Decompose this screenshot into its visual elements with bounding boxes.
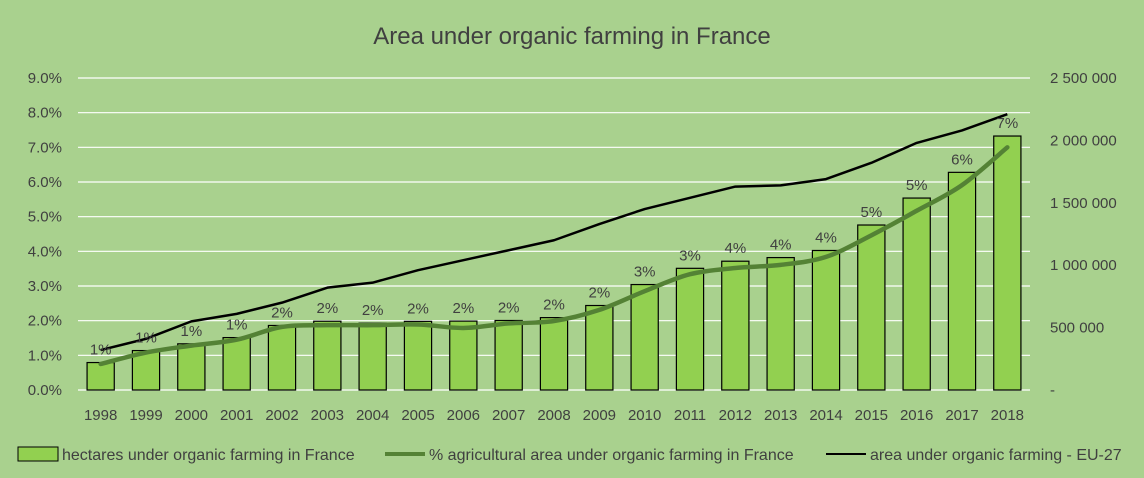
left-axis-tick-label: 2.0% <box>28 313 62 330</box>
bar-data-label: 5% <box>906 177 928 194</box>
x-axis-tick-label: 2014 <box>809 407 842 424</box>
x-axis-tick-label: 1998 <box>84 407 117 424</box>
legend-item-hectares[interactable]: hectares under organic farming in France <box>17 446 355 464</box>
bar[interactable] <box>721 260 750 391</box>
legend-label-eu27: area under organic farming - EU-27 <box>870 447 1122 464</box>
bar[interactable] <box>766 256 795 391</box>
left-axis-tick-label: 8.0% <box>28 105 62 122</box>
x-axis-tick-label: 2010 <box>628 407 661 424</box>
bar-data-label: 7% <box>996 115 1018 132</box>
left-axis-tick-label: 3.0% <box>28 278 62 295</box>
legend-swatch-hectares <box>17 446 59 462</box>
x-axis-tick-label: 2006 <box>447 407 480 424</box>
axes: 0.0% 1.0% 2.0% 3.0% 4.0% 5.0% 6.0% 7.0% 8.0% 9.0%… <box>28 70 1117 424</box>
legend-item-percent[interactable]: % agricultural area under organic farmin… <box>385 447 794 464</box>
x-axis-tick-label: 2008 <box>537 407 570 424</box>
bar[interactable] <box>222 336 251 391</box>
data-labels: 1% 1% 1% 1% 2% 2% 2% 2% 2% 2% 2% 2% 3% 3% 4% 4% 4% 5% 5% 6%… <box>90 115 1018 359</box>
x-axis-tick-label: 2003 <box>311 407 344 424</box>
bar-data-label: 6% <box>951 151 973 168</box>
x-axis-tick-label: 2015 <box>855 407 888 424</box>
bar-data-label: 2% <box>316 300 338 317</box>
left-axis-tick-label: 5.0% <box>28 209 62 226</box>
bar[interactable] <box>539 317 569 391</box>
line-percent-france[interactable] <box>98 145 1010 367</box>
bar[interactable] <box>993 135 1022 391</box>
bar[interactable] <box>449 320 478 391</box>
legend-label-hectares: hectares under organic farming in France <box>62 447 355 464</box>
right-axis-tick-label: 2 500 000 <box>1050 70 1117 87</box>
bar[interactable] <box>403 320 433 391</box>
line-eu27[interactable] <box>100 113 1008 352</box>
bar-data-label: 4% <box>770 237 792 254</box>
bar[interactable] <box>811 249 841 391</box>
bar-series <box>86 135 1022 391</box>
legend-label-percent: % agricultural area under organic farmin… <box>429 447 794 464</box>
x-axis-tick-label: 2001 <box>220 407 253 424</box>
legend-item-eu27[interactable]: area under organic farming - EU-27 <box>826 447 1122 464</box>
right-axis-tick-label: 2 000 000 <box>1050 132 1117 149</box>
x-axis-tick-label: 2004 <box>356 407 389 424</box>
bar[interactable] <box>86 361 115 391</box>
legend: hectares under organic farming in France… <box>17 446 1122 464</box>
left-axis-tick-label: 4.0% <box>28 243 62 260</box>
bar[interactable] <box>177 343 206 391</box>
bar-data-label: 2% <box>588 285 610 302</box>
x-axis-tick-label: 2002 <box>265 407 298 424</box>
left-axis-tick-label: 9.0% <box>28 70 62 87</box>
bar-data-label: 5% <box>860 204 882 221</box>
right-axis-tick-label: 1 000 000 <box>1050 257 1117 274</box>
left-axis-tick-label: 6.0% <box>28 174 62 191</box>
bar-data-label: 2% <box>271 304 293 321</box>
x-axis-tick-label: 2011 <box>674 407 706 424</box>
right-axis-tick-label: - <box>1050 382 1055 399</box>
bar-data-label: 1% <box>90 342 112 359</box>
bar[interactable] <box>630 283 659 391</box>
bar[interactable] <box>675 267 705 391</box>
x-axis-tick-label: 2009 <box>583 407 616 424</box>
bar-data-label: 1% <box>226 317 248 334</box>
x-axis-tick-label: 1999 <box>129 407 162 424</box>
x-axis-tick-label: 2016 <box>900 407 933 424</box>
bar[interactable] <box>267 324 297 391</box>
x-axis-tick-label: 2017 <box>945 407 978 424</box>
chart-title: Area under organic farming in France <box>373 23 771 50</box>
x-axis-tick-label: 2005 <box>401 407 434 424</box>
bar[interactable] <box>947 171 977 391</box>
x-axis-tick-label: 2007 <box>492 407 525 424</box>
x-axis-tick-label: 2013 <box>764 407 797 424</box>
left-axis-tick-label: 1.0% <box>28 347 62 364</box>
right-axis-tick-label: 500 000 <box>1050 320 1104 337</box>
bar[interactable] <box>358 322 387 391</box>
bar-data-label: 4% <box>724 240 746 257</box>
bar-data-label: 2% <box>452 300 474 317</box>
line-series <box>98 113 1010 367</box>
x-axis-tick-label: 2012 <box>719 407 752 424</box>
x-axis-tick-label: 2000 <box>175 407 208 424</box>
bar[interactable] <box>313 320 342 391</box>
bar-data-label: 2% <box>362 302 384 319</box>
bar[interactable] <box>902 197 931 391</box>
bar-data-label: 1% <box>135 330 157 347</box>
bar-data-label: 2% <box>543 297 565 314</box>
bar-data-label: 2% <box>498 299 520 316</box>
bar-data-label: 3% <box>679 247 701 264</box>
bar[interactable] <box>857 224 886 391</box>
right-axis-tick-label: 1 500 000 <box>1050 195 1117 212</box>
bar[interactable] <box>585 304 614 391</box>
bar-data-label: 4% <box>815 229 837 246</box>
bar[interactable] <box>494 319 523 391</box>
bar-data-label: 2% <box>407 300 429 317</box>
left-axis-tick-label: 7.0% <box>28 139 62 156</box>
left-axis-tick-label: 0.0% <box>28 382 62 399</box>
x-axis-tick-label: 2018 <box>991 407 1024 424</box>
bar-data-label: 1% <box>180 323 202 340</box>
bar-data-label: 3% <box>634 264 656 281</box>
